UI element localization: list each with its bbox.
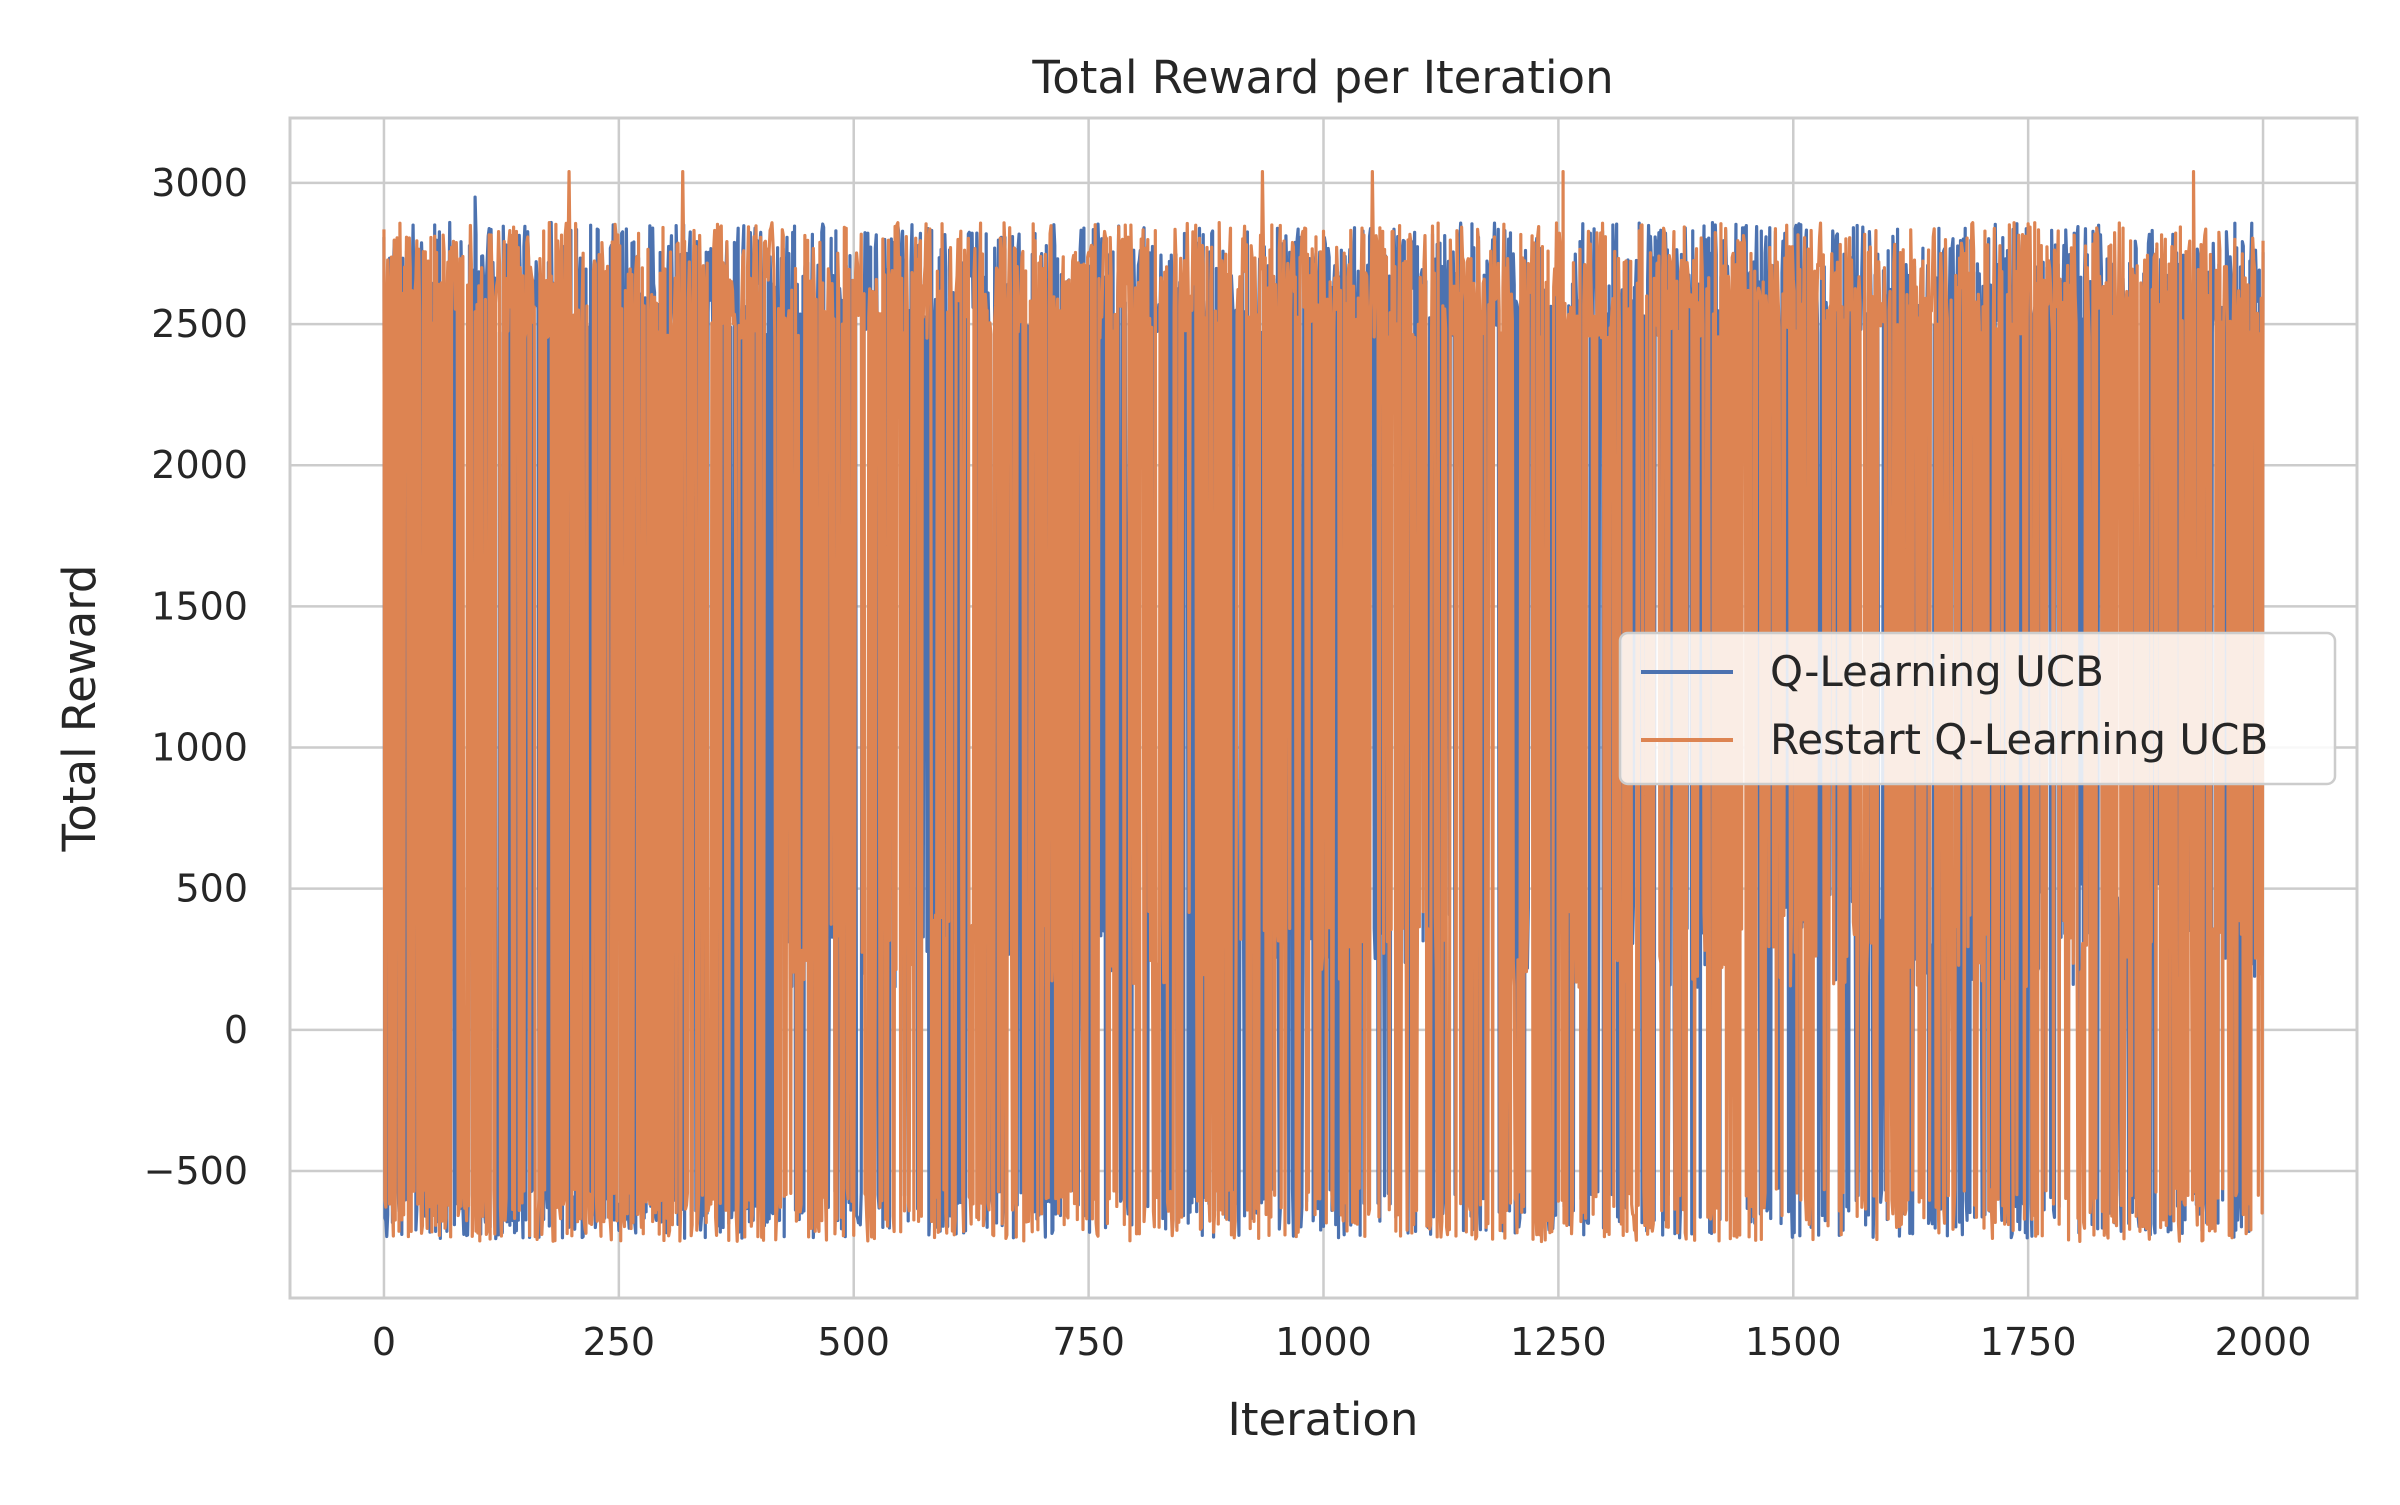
x-axis-label: Iteration xyxy=(1228,1393,1419,1446)
x-tick-label: 1000 xyxy=(1275,1320,1372,1364)
x-tick-label: 0 xyxy=(372,1320,396,1364)
y-tick-labels: −500 0 500 1000 1500 2000 2500 3000 xyxy=(144,161,248,1193)
y-axis-label: Total Reward xyxy=(53,565,106,853)
y-tick-label: 2500 xyxy=(151,302,248,346)
y-tick-label: 3000 xyxy=(151,161,248,205)
y-tick-label: −500 xyxy=(144,1149,248,1193)
y-tick-label: 2000 xyxy=(151,443,248,487)
legend-box xyxy=(1618,631,2337,786)
x-tick-labels: 0 250 500 750 1000 1250 1500 1750 2000 xyxy=(372,1320,2312,1364)
x-tick-label: 250 xyxy=(583,1320,656,1364)
x-tick-label: 1250 xyxy=(1510,1320,1607,1364)
y-tick-label: 1500 xyxy=(151,584,248,628)
x-tick-label: 1750 xyxy=(1980,1320,2077,1364)
y-tick-label: 500 xyxy=(175,867,248,911)
x-tick-label: 500 xyxy=(817,1320,890,1364)
legend: Q-Learning UCB Restart Q-Learning UCB xyxy=(1618,631,2337,786)
series-lines xyxy=(382,170,2265,1244)
y-tick-label: 1000 xyxy=(151,726,248,770)
chart-title: Total Reward per Iteration xyxy=(1031,51,1613,104)
series-line-restart-q-learning-ucb xyxy=(382,170,2265,1244)
y-tick-label: 0 xyxy=(224,1008,248,1052)
legend-label-restart-q-learning-ucb: Restart Q-Learning UCB xyxy=(1770,715,2268,764)
x-tick-label: 1500 xyxy=(1745,1320,1842,1364)
x-tick-label: 750 xyxy=(1052,1320,1125,1364)
x-tick-label: 2000 xyxy=(2215,1320,2312,1364)
legend-label-q-learning-ucb: Q-Learning UCB xyxy=(1770,647,2104,696)
plot-frame xyxy=(288,116,2359,1300)
